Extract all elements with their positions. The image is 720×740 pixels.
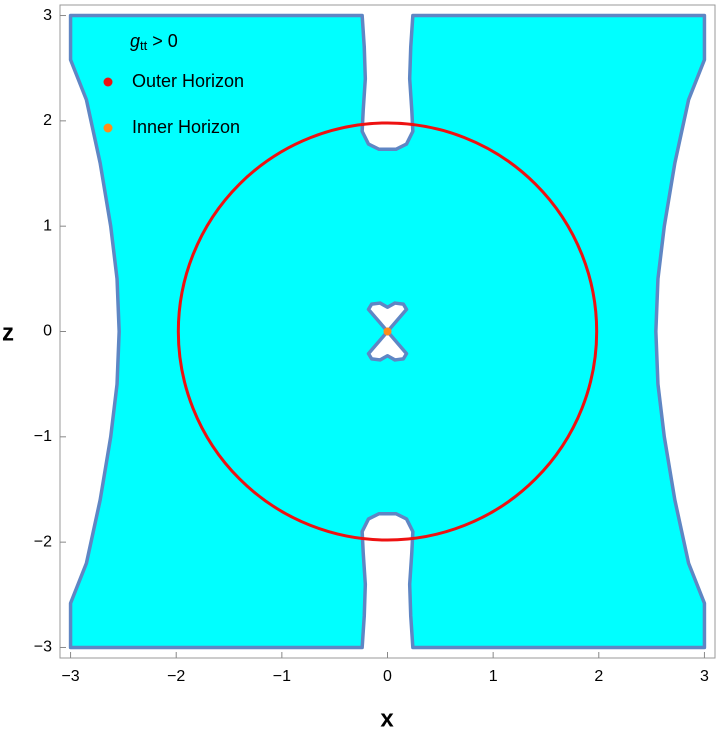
inner-horizon-point bbox=[383, 327, 392, 336]
y-tick-label: −2 bbox=[34, 533, 52, 550]
x-tick-label: 2 bbox=[594, 668, 603, 685]
legend-suffix: > 0 bbox=[147, 31, 178, 51]
x-tick-label: −1 bbox=[273, 668, 291, 685]
legend-label: Inner Horizon bbox=[132, 117, 240, 137]
y-tick-label: −1 bbox=[34, 428, 52, 445]
legend-marker bbox=[103, 123, 113, 133]
legend-label: Outer Horizon bbox=[132, 71, 244, 91]
legend-entry: gtt > 0 bbox=[130, 31, 178, 54]
outer-horizon bbox=[176, 121, 599, 542]
x-tick-label: 0 bbox=[383, 668, 392, 685]
x-tick-label: −3 bbox=[61, 668, 79, 685]
y-axis-label: z bbox=[2, 319, 14, 346]
x-axis-label: x bbox=[380, 705, 394, 732]
x-tick-label: 3 bbox=[700, 668, 709, 685]
legend-symbol: g bbox=[130, 31, 140, 51]
y-tick-label: 1 bbox=[43, 217, 52, 234]
y-tick-label: 2 bbox=[43, 112, 52, 129]
y-tick-label: 3 bbox=[43, 7, 52, 24]
legend-marker bbox=[103, 77, 113, 87]
y-tick-label: −3 bbox=[34, 639, 52, 656]
x-tick-label: −2 bbox=[167, 668, 185, 685]
y-tick-label: 0 bbox=[43, 323, 52, 340]
x-tick-label: 1 bbox=[489, 668, 498, 685]
legend-subscript: tt bbox=[140, 38, 148, 53]
